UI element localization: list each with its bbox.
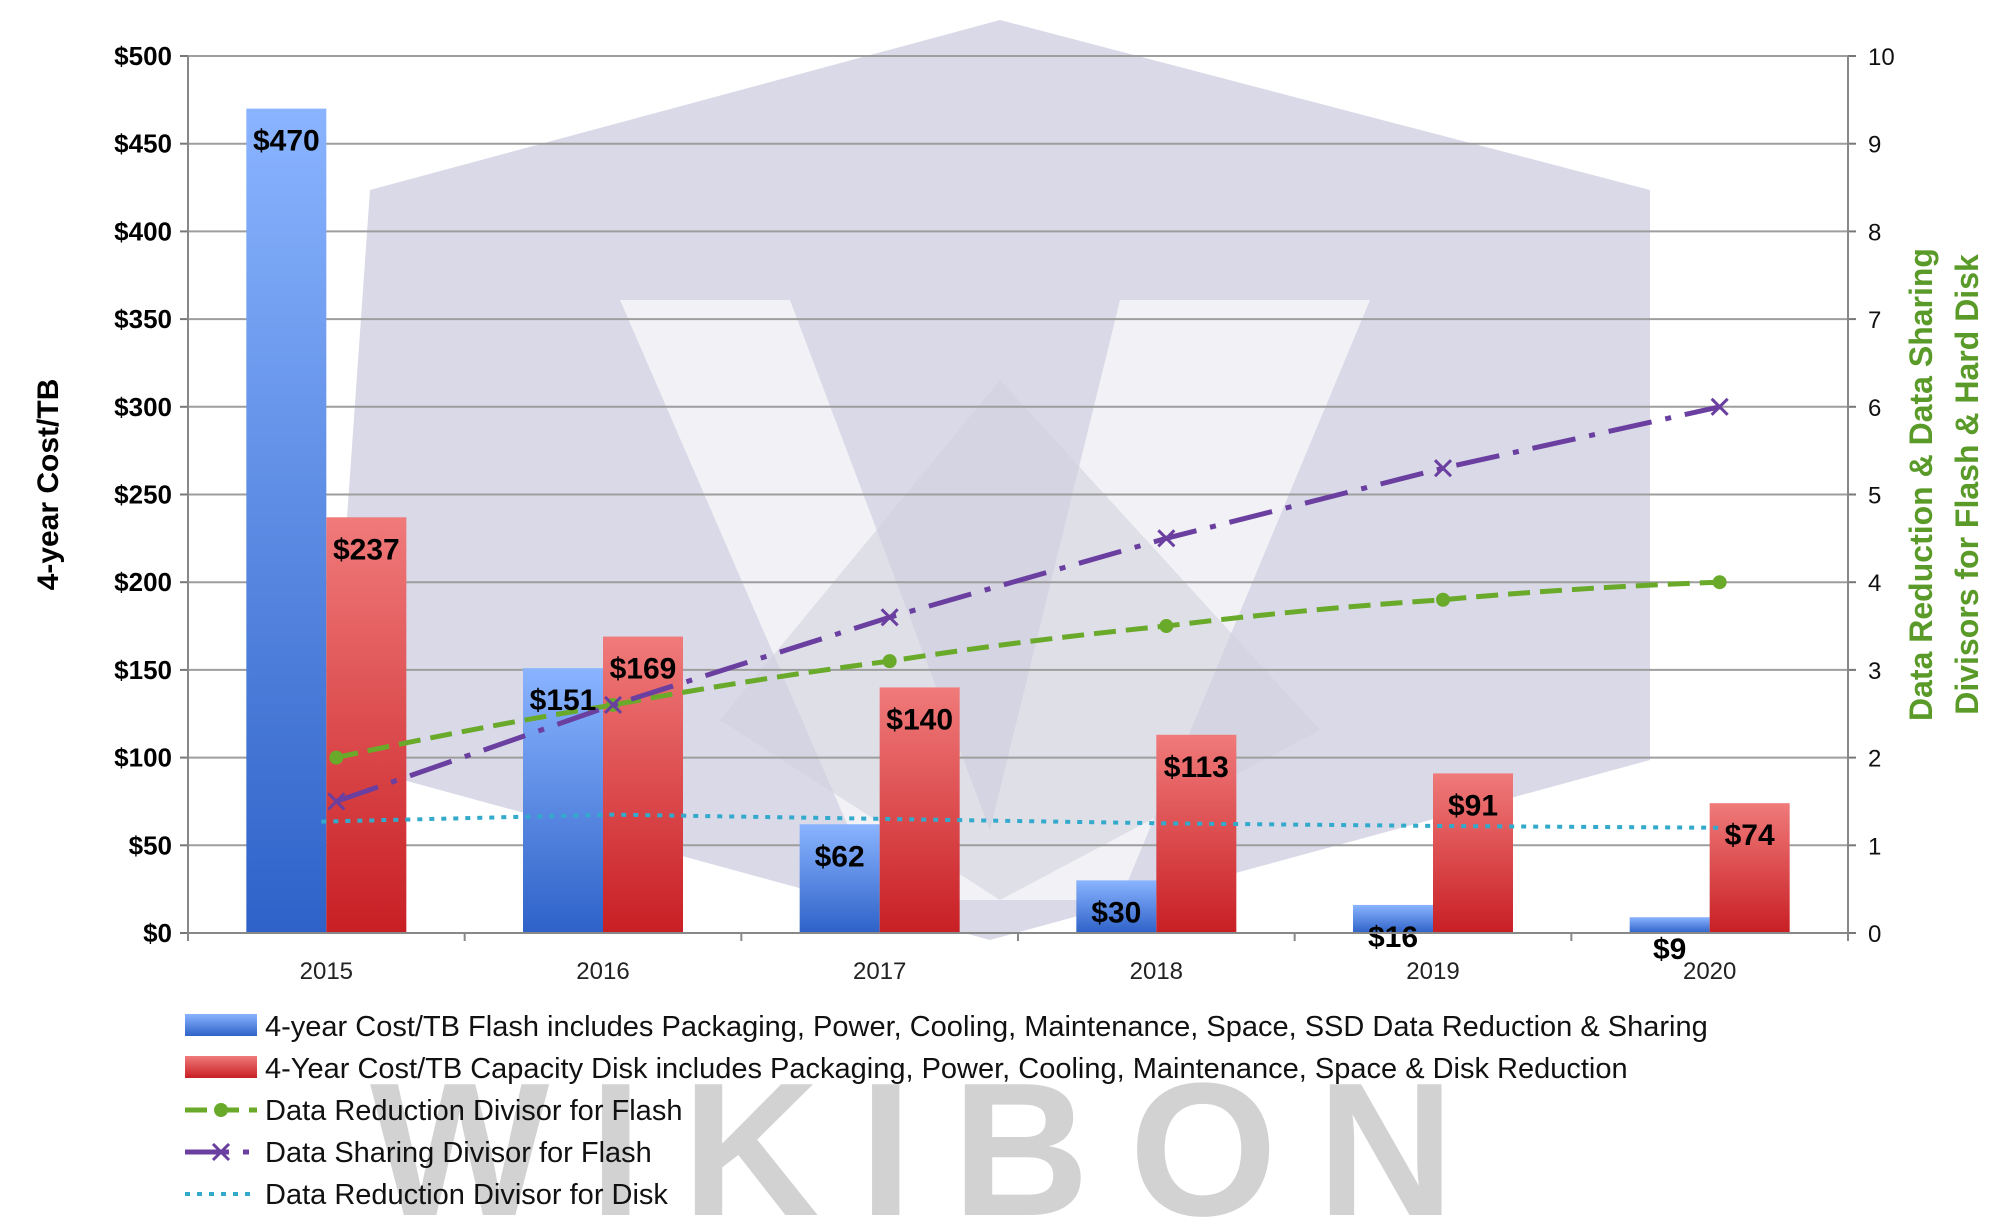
disk-cost-data-label: $237 bbox=[333, 533, 400, 566]
series-point-x bbox=[880, 608, 899, 627]
legend-entry-label: 4-year Cost/TB Flash includes Packaging,… bbox=[265, 1011, 1708, 1043]
series-point-dot bbox=[1159, 619, 1174, 634]
flash-cost-data-label: $62 bbox=[815, 840, 865, 873]
flash-cost-data-label: $16 bbox=[1368, 921, 1418, 954]
x-tick-label: 2019 bbox=[1406, 958, 1459, 985]
lines-layer bbox=[321, 397, 1729, 830]
disk-cost-data-label: $74 bbox=[1725, 819, 1775, 852]
flash-cost-bar bbox=[1629, 917, 1710, 933]
y-tick-label: $100 bbox=[114, 743, 172, 773]
series-point-x bbox=[603, 695, 623, 715]
y2-tick-label: 2 bbox=[1868, 746, 1881, 773]
y2-tick-label: 1 bbox=[1868, 833, 1881, 860]
y-tick-label: $500 bbox=[114, 41, 172, 71]
y2-axis-title-line-1: Data Reduction & Data Sharing bbox=[1903, 248, 1939, 721]
flash-cost-bar bbox=[1353, 904, 1433, 933]
series-line-4 bbox=[321, 812, 1720, 830]
x-tick-label: 2020 bbox=[1683, 958, 1736, 985]
legend-swatch-dot bbox=[214, 1103, 228, 1117]
y-tick-label: $300 bbox=[114, 392, 172, 422]
legend-swatch-x bbox=[211, 1142, 231, 1162]
flash-cost-bar bbox=[246, 108, 327, 934]
legend-entry-label: Data Reduction Divisor for Flash bbox=[265, 1095, 682, 1127]
x-tick-label: 2017 bbox=[853, 958, 906, 985]
axes-layer: $0$50$100$150$200$250$300$350$400$450$50… bbox=[114, 41, 1895, 985]
y2-tick-label: 3 bbox=[1868, 658, 1881, 685]
y2-tick-label: 9 bbox=[1868, 132, 1881, 159]
y-tick-label: $450 bbox=[114, 129, 172, 159]
y-tick-label: $0 bbox=[143, 918, 172, 948]
disk-cost-bar bbox=[1709, 803, 1790, 933]
legend-entry-label: 4-Year Cost/TB Capacity Disk includes Pa… bbox=[265, 1053, 1628, 1085]
disk-cost-bar bbox=[326, 517, 407, 933]
legend: 4-year Cost/TB Flash includes Packaging,… bbox=[185, 1011, 1708, 1211]
series-point-dot bbox=[1712, 575, 1727, 590]
disk-cost-data-label: $91 bbox=[1448, 789, 1498, 822]
disk-cost-bar bbox=[1156, 734, 1237, 933]
y-tick-label: $250 bbox=[114, 480, 172, 510]
x-tick-label: 2016 bbox=[576, 958, 629, 985]
flash-cost-data-label: $151 bbox=[530, 684, 597, 717]
legend-entry-label: Data Reduction Divisor for Disk bbox=[265, 1179, 668, 1211]
flash-cost-bar bbox=[1076, 880, 1157, 933]
y2-axis-title-line-2: Divisors for Flash & Hard Disk bbox=[1949, 254, 1985, 715]
legend-entry-label: Data Sharing Divisor for Flash bbox=[265, 1137, 652, 1169]
disk-cost-data-label: $169 bbox=[610, 653, 677, 686]
series-point-x bbox=[327, 792, 346, 811]
y-tick-label: $150 bbox=[114, 655, 172, 685]
y-tick-label: $50 bbox=[129, 830, 172, 860]
legend-swatch-bar bbox=[185, 1014, 257, 1036]
series-point-x bbox=[1433, 459, 1453, 478]
y-tick-label: $200 bbox=[114, 567, 172, 597]
legend-swatch-bar bbox=[185, 1056, 257, 1078]
y-tick-label: $400 bbox=[114, 216, 172, 246]
y2-tick-label: 8 bbox=[1868, 219, 1881, 246]
flash-cost-bar bbox=[799, 824, 880, 933]
series-point-dot bbox=[329, 750, 344, 765]
disk-cost-data-label: $113 bbox=[1164, 751, 1229, 784]
y2-tick-label: 4 bbox=[1868, 570, 1881, 597]
series-line-3 bbox=[335, 404, 1721, 804]
y2-tick-label: 10 bbox=[1868, 44, 1895, 71]
series-line-2 bbox=[335, 579, 1720, 761]
flash-cost-data-label: $9 bbox=[1653, 933, 1686, 966]
y-tick-label: $350 bbox=[114, 304, 172, 334]
disk-cost-bar bbox=[879, 687, 960, 933]
series-point-x bbox=[1710, 397, 1729, 416]
series-point-dot bbox=[1436, 592, 1450, 607]
data-labels-layer: $470 $151 $62 $30 $16 $9 $237 $169 $140 $113 $91 $7… bbox=[253, 125, 1775, 967]
y-axis-title: 4-year Cost/TB bbox=[32, 379, 65, 591]
x-tick-label: 2015 bbox=[300, 958, 353, 985]
y2-tick-label: 6 bbox=[1868, 395, 1881, 422]
y2-tick-label: 7 bbox=[1868, 307, 1881, 334]
disk-cost-bar bbox=[1433, 773, 1513, 933]
flash-cost-data-label: $470 bbox=[253, 125, 320, 158]
y2-tick-label: 0 bbox=[1868, 921, 1881, 948]
disk-cost-data-label: $140 bbox=[886, 703, 953, 736]
y2-tick-label: 5 bbox=[1868, 483, 1881, 510]
x-tick-label: 2018 bbox=[1130, 958, 1183, 985]
flash-cost-data-label: $30 bbox=[1091, 896, 1141, 929]
series-point-x bbox=[1157, 529, 1176, 548]
series-point-dot bbox=[882, 654, 897, 669]
watermark-wordmark: WIKIBON bbox=[370, 1044, 1494, 1228]
